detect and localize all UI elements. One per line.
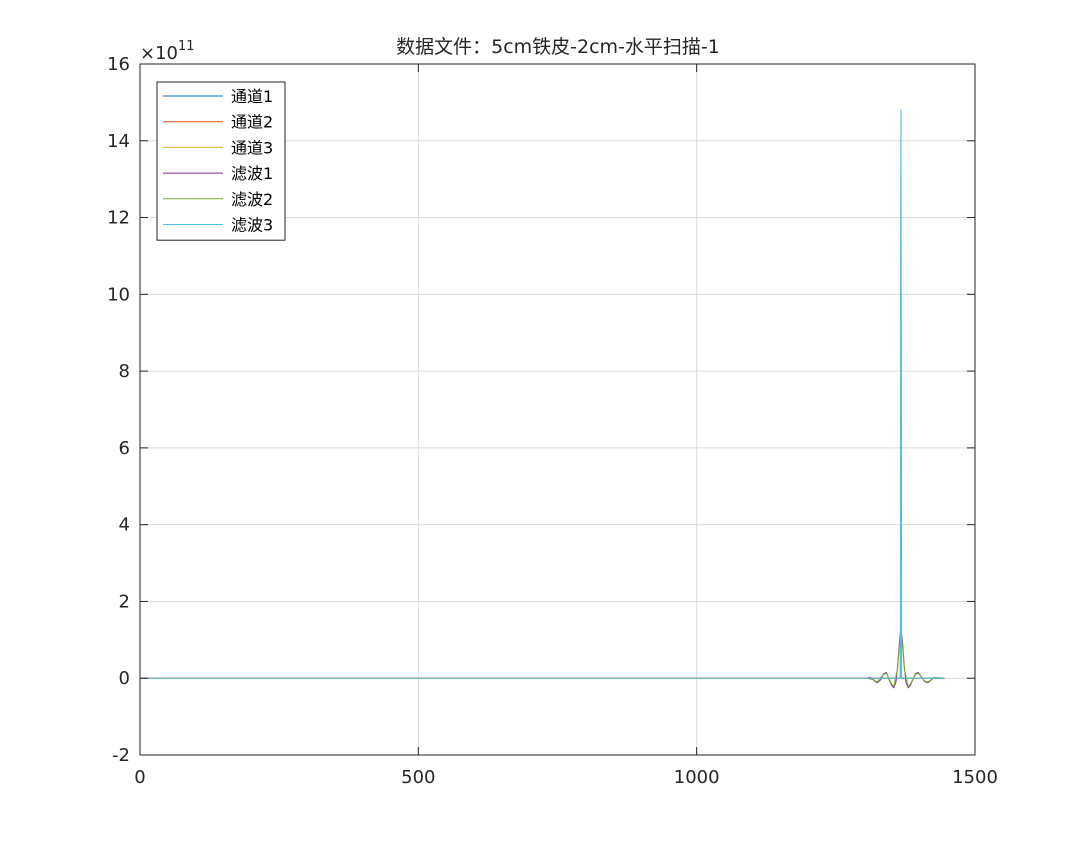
data-series [140, 109, 945, 689]
y-tick-label: 6 [119, 438, 130, 459]
x-tick-label: 500 [401, 767, 435, 788]
legend-label-4: 滤波1 [231, 164, 273, 183]
x-tick-label: 1000 [674, 767, 720, 788]
y-axis-multiplier: ×1011 [140, 39, 195, 64]
chart-title: 数据文件：5cm铁皮-2cm-水平扫描-1 [396, 36, 720, 58]
legend-label-6: 滤波3 [231, 216, 273, 235]
legend-label-3: 通道3 [231, 138, 273, 157]
legend-label-2: 通道2 [231, 113, 273, 132]
y-tick-label: -2 [112, 745, 130, 766]
y-tick-label: 12 [107, 208, 130, 229]
legend-label-1: 通道1 [231, 87, 273, 106]
y-tick-label: 10 [107, 284, 130, 305]
legend-box [156, 81, 286, 241]
axes-box [139, 63, 976, 756]
y-tick-label: 8 [119, 361, 130, 382]
legend: 通道1 通道2 通道3 滤波1 滤波2 滤波3 [156, 81, 286, 241]
y-tick-label: 2 [119, 591, 130, 612]
legend-label-5: 滤波2 [231, 190, 273, 209]
y-tick-label: 16 [107, 54, 130, 75]
y-tick-label: 0 [119, 668, 130, 689]
x-tick-label: 1500 [952, 767, 998, 788]
y-tick-label: 14 [107, 131, 130, 152]
y-tick-label: 4 [119, 515, 130, 536]
x-tick-label: 0 [134, 767, 145, 788]
series-line-6 [140, 109, 945, 679]
